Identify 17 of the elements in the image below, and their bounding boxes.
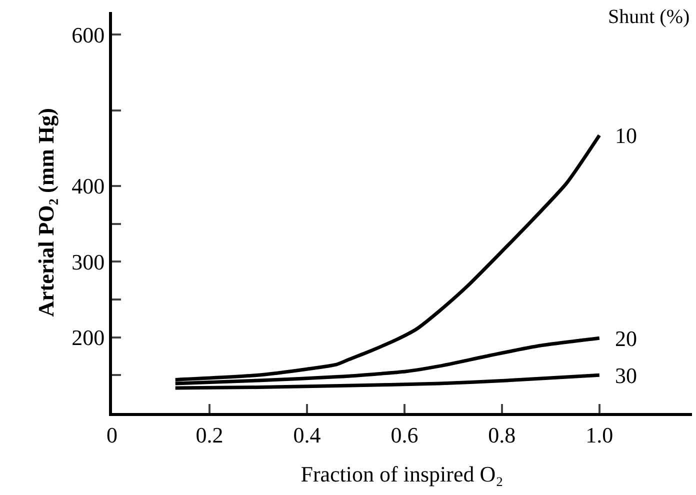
- x-tick-label: 0.2: [196, 422, 224, 448]
- y-tick-label: 300: [72, 249, 105, 274]
- series-label: 30: [615, 363, 637, 388]
- x-tick-label: 0.6: [390, 422, 418, 448]
- x-axis-title: Fraction of inspired O₂: [300, 461, 504, 486]
- line-series: [174, 134, 602, 382]
- y-tick-label: 200: [72, 325, 105, 350]
- x-tick-label: 0: [106, 422, 118, 448]
- y-axis-title: Arterial PO₂ (mm Hg): [33, 108, 58, 317]
- x-tick-label: 1.0: [586, 422, 614, 448]
- series-label: 20: [615, 326, 637, 351]
- x-tick-label: 0.8: [488, 422, 516, 448]
- series-label: 10: [615, 123, 637, 148]
- y-tick-label: 600: [72, 22, 105, 48]
- legend-title: Shunt (%): [608, 6, 690, 28]
- x-tick-label: 0.4: [293, 422, 321, 448]
- y-tick-label: 400: [72, 174, 105, 199]
